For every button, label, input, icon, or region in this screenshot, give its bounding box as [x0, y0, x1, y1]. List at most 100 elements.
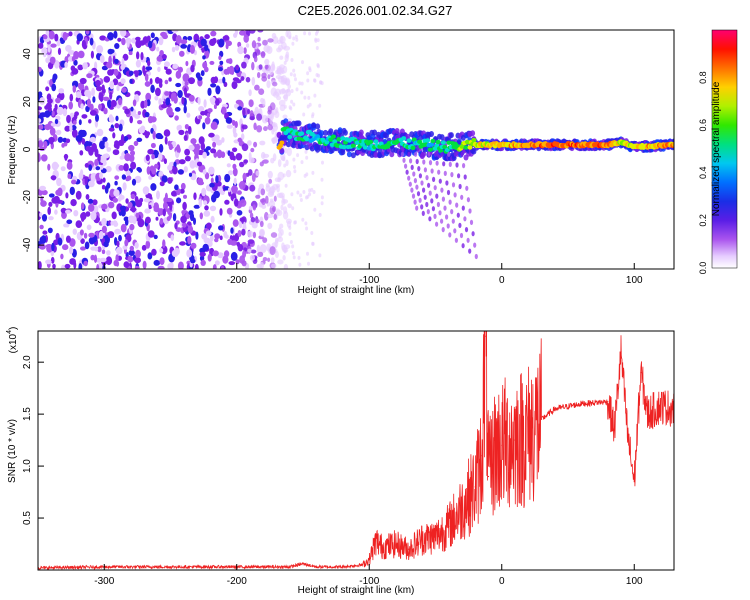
noise-cell [48, 193, 55, 198]
noise-cell [266, 80, 271, 89]
noise-cell [106, 182, 111, 189]
noise-cell [269, 246, 276, 256]
noise-cell [187, 225, 194, 234]
noise-cell [107, 231, 115, 239]
noise-cell [203, 99, 207, 108]
noise-cell [94, 246, 99, 252]
noise-cell [75, 91, 82, 99]
noise-cell [164, 136, 168, 145]
noise-cell [237, 106, 243, 111]
signal-streak [431, 206, 435, 212]
noise-cell [282, 173, 286, 178]
signal-cell [296, 136, 302, 141]
noise-cell [120, 134, 125, 143]
noise-cell [267, 170, 273, 179]
noise-cell [313, 93, 317, 98]
noise-cell [285, 159, 289, 167]
noise-cell [202, 243, 209, 251]
noise-cell [295, 37, 299, 42]
noise-cell [54, 209, 58, 215]
noise-cell [303, 31, 307, 36]
noise-cell [163, 129, 171, 137]
noise-cell [264, 64, 269, 70]
noise-cell [128, 144, 135, 152]
noise-cell [188, 144, 195, 151]
noise-cell [56, 39, 61, 47]
noise-cell [84, 89, 91, 97]
noise-cell [39, 212, 43, 218]
noise-cell [212, 250, 219, 257]
noise-cell [190, 258, 196, 264]
signal-streak [462, 163, 466, 169]
noise-cell [209, 96, 216, 104]
noise-cell [164, 79, 169, 85]
noise-cell [56, 177, 62, 187]
noise-cell [210, 83, 217, 88]
noise-cell [292, 68, 296, 73]
signal-streak [459, 232, 464, 239]
signal-streak [425, 201, 429, 208]
noise-cell [253, 141, 258, 148]
noise-cell [118, 234, 122, 242]
signal-streak [428, 216, 432, 222]
noise-cell [128, 70, 134, 76]
noise-cell [134, 114, 141, 119]
noise-cell [258, 88, 265, 95]
noise-cell [122, 53, 129, 61]
noise-cell [310, 231, 314, 235]
noise-cell [306, 251, 309, 256]
noise-cell [269, 69, 274, 76]
snr-point [395, 543, 397, 545]
noise-cell [168, 77, 172, 82]
noise-cell [213, 104, 217, 109]
noise-cell [219, 208, 223, 216]
noise-cell [278, 88, 286, 95]
noise-cell [259, 140, 266, 146]
noise-cell [60, 253, 64, 260]
noise-cell [180, 182, 186, 190]
colorbar-tick-label: 0.6 [698, 119, 708, 132]
signal-halo [315, 123, 321, 130]
noise-cell [198, 136, 205, 145]
noise-cell [311, 170, 315, 175]
noise-cell [58, 88, 65, 94]
noise-cell [86, 98, 91, 108]
noise-cell [204, 66, 209, 73]
snr-point [408, 548, 410, 550]
signal-streak [460, 151, 464, 157]
signal-streak [415, 205, 419, 211]
noise-cell [193, 192, 197, 200]
noise-cell [212, 264, 217, 269]
snr-point [607, 401, 609, 403]
noise-cell [280, 75, 285, 82]
signal-cell [331, 134, 336, 139]
top-y-tick-label: 20 [22, 96, 33, 108]
noise-cell [242, 172, 247, 181]
noise-cell [274, 177, 281, 182]
noise-cell [49, 56, 56, 64]
noise-cell [210, 177, 214, 184]
noise-cell [316, 38, 320, 43]
noise-cell [78, 263, 83, 269]
noise-cell [101, 217, 107, 226]
noise-cell [233, 177, 237, 185]
noise-cell [221, 106, 226, 115]
signal-streak [455, 162, 459, 168]
noise-cell [291, 244, 295, 249]
noise-cell [120, 64, 125, 71]
noise-cell [107, 32, 114, 41]
noise-cell [150, 84, 155, 94]
noise-cell [188, 210, 194, 216]
noise-cell [186, 112, 191, 118]
noise-cell [189, 44, 195, 54]
noise-cell [306, 71, 310, 76]
noise-cell [157, 265, 165, 269]
noise-cell [166, 216, 171, 222]
noise-cell [215, 175, 219, 184]
top-x-tick-label: 0 [499, 275, 505, 286]
noise-cell [69, 124, 73, 132]
noise-cell [281, 242, 285, 250]
noise-cell [101, 65, 108, 71]
noise-cell [144, 81, 151, 87]
noise-cell [129, 115, 133, 124]
